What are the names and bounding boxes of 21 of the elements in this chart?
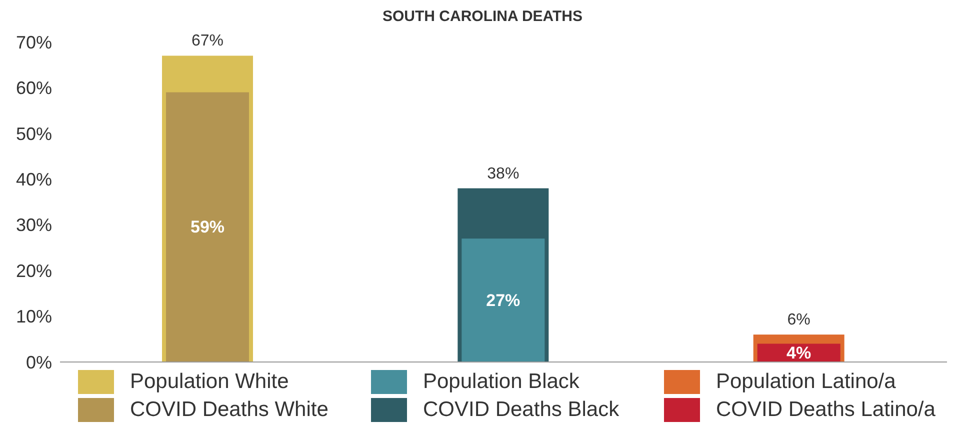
y-tick-label: 30% bbox=[16, 215, 52, 236]
legend-label: COVID Deaths Black bbox=[423, 398, 620, 422]
y-tick-label: 40% bbox=[16, 170, 52, 190]
legend-label: COVID Deaths Latino/a bbox=[716, 398, 936, 422]
data-label: 59% bbox=[190, 218, 225, 237]
y-tick-label: 50% bbox=[16, 124, 52, 144]
legend-label: Population Latino/a bbox=[716, 370, 896, 394]
legend-label: Population White bbox=[130, 370, 289, 394]
data-label: 27% bbox=[486, 290, 520, 310]
y-tick-label: 10% bbox=[16, 306, 52, 327]
y-tick-label: 20% bbox=[16, 260, 52, 281]
chart-title: SOUTH CAROLINA DEATHS bbox=[382, 8, 584, 27]
legend-label: COVID Deaths White bbox=[130, 398, 328, 422]
data-label: 38% bbox=[487, 165, 520, 182]
legend-label: Population Black bbox=[423, 370, 580, 394]
y-tick-label: 70% bbox=[16, 32, 52, 52]
data-label: 6% bbox=[787, 312, 810, 329]
y-tick-label: 0% bbox=[26, 352, 52, 372]
data-label: 4% bbox=[786, 343, 812, 362]
y-tick-label: 60% bbox=[16, 78, 52, 98]
data-label: 67% bbox=[191, 32, 224, 50]
